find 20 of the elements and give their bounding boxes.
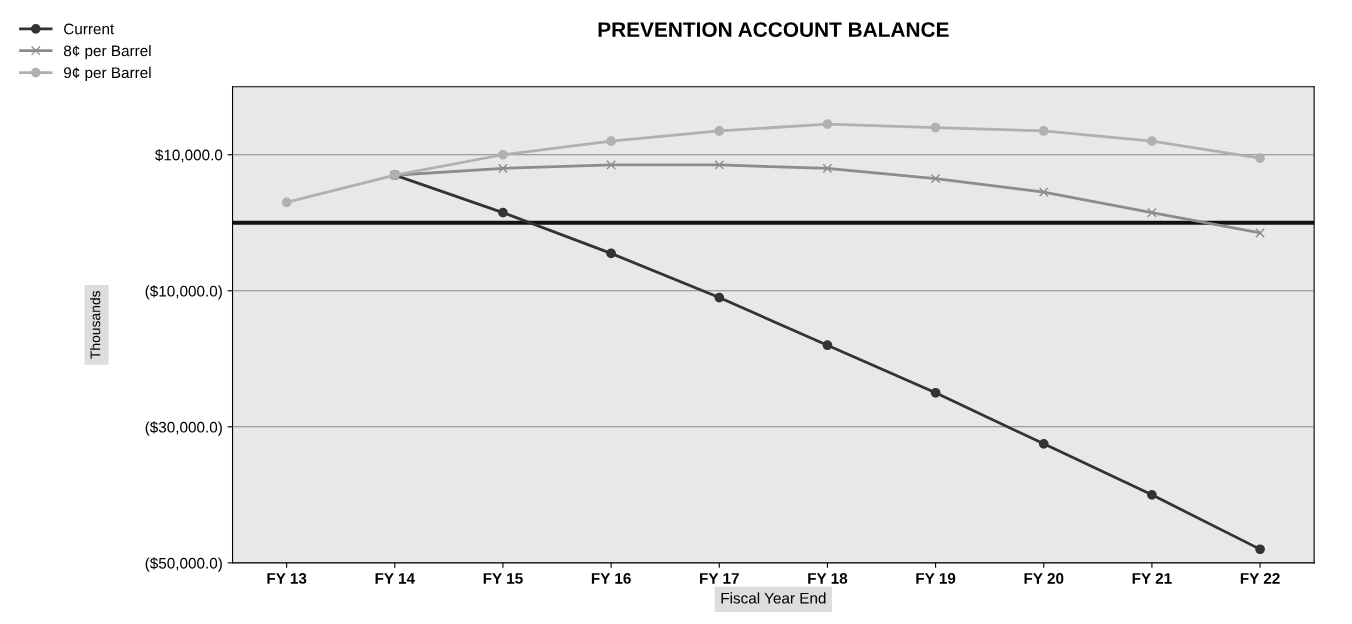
x-tick-label: FY 17 [700, 573, 739, 584]
x-axis-title: Fiscal Year End [721, 592, 826, 604]
y-tick-label: ($10,000.0) [145, 285, 222, 300]
chart-title: PREVENTION ACCOUNT BALANCE [598, 22, 949, 37]
x-tick-label: FY 22 [1240, 572, 1280, 584]
x-tick-label: FY 15 [483, 573, 523, 584]
x-tick-label: FY 18 [808, 572, 848, 584]
x-tick-label: FY 20 [1024, 572, 1064, 584]
y-tick-label: ($50,000.0) [145, 557, 222, 572]
legend-label: 9¢ per Barrel [64, 66, 151, 82]
x-tick-label: FY 14 [375, 573, 415, 584]
x-tick-label: FY 13 [267, 572, 307, 584]
y-tick-label: ($30,000.0) [145, 421, 222, 436]
x-tick-label: FY 21 [1132, 572, 1172, 584]
x-tick-label: FY 16 [591, 572, 631, 584]
legend-label: Current [64, 23, 115, 35]
x-tick-label: FY 19 [916, 572, 956, 584]
y-axis-title: Thousands [90, 290, 101, 359]
legend-label: 8¢ per Barrel [63, 44, 151, 60]
y-tick-label: $10,000.0 [155, 148, 223, 163]
